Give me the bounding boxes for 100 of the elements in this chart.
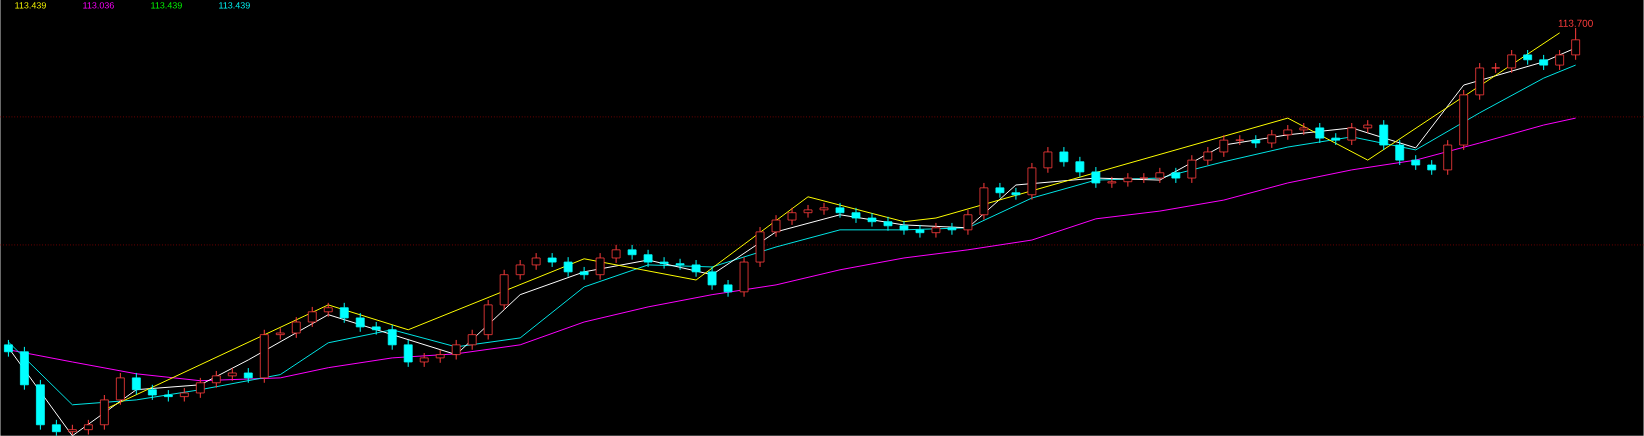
candlestick xyxy=(1267,129,1277,149)
candlestick xyxy=(307,306,317,328)
candlestick xyxy=(355,312,365,333)
candlestick xyxy=(4,339,13,358)
candlestick xyxy=(467,329,477,351)
candlestick xyxy=(1187,154,1197,184)
candlestick xyxy=(1011,187,1021,201)
candlestick xyxy=(20,346,29,391)
candlestick xyxy=(1395,139,1405,166)
candlestick xyxy=(627,244,637,260)
candlestick xyxy=(851,207,861,224)
candlestick xyxy=(1315,122,1325,144)
candlestick xyxy=(1075,156,1085,178)
candlestick xyxy=(739,256,749,298)
candlestick xyxy=(867,212,877,227)
candlestick xyxy=(1459,89,1469,151)
candlestick xyxy=(563,256,573,278)
candlestick xyxy=(691,259,701,278)
candlestick xyxy=(1363,119,1373,134)
candlestick xyxy=(787,207,797,226)
candlestick xyxy=(275,327,285,340)
candlestick xyxy=(595,252,605,280)
candlestick xyxy=(419,352,429,368)
candlestick xyxy=(163,389,173,402)
candlestick xyxy=(115,372,125,406)
candlestick xyxy=(1235,134,1245,146)
candlestick xyxy=(979,182,989,221)
text: 113.036 xyxy=(83,2,114,9)
candlestick xyxy=(515,259,525,280)
candlestick xyxy=(947,222,957,236)
candlestick xyxy=(211,370,221,389)
candlestick xyxy=(723,279,733,298)
candlestick xyxy=(1411,154,1421,171)
candlestick xyxy=(1491,62,1501,74)
candlestick xyxy=(1155,167,1165,184)
candlestick xyxy=(1555,49,1565,71)
candlestick xyxy=(387,324,397,351)
candlestick xyxy=(995,182,1005,198)
candlestick xyxy=(403,339,413,368)
candlestick xyxy=(147,384,157,401)
candlestick xyxy=(755,226,765,268)
candlestick xyxy=(915,224,925,238)
candlestick xyxy=(483,299,493,340)
candlestick xyxy=(803,204,813,218)
candlestick xyxy=(259,329,269,384)
candlestick xyxy=(131,372,141,395)
candlestick xyxy=(227,367,237,382)
candlestick xyxy=(243,367,253,384)
candlestick xyxy=(1443,139,1453,176)
candlestick xyxy=(547,252,557,268)
candlestick xyxy=(1251,134,1261,149)
candlestick xyxy=(1347,122,1357,146)
candlestick xyxy=(339,302,349,324)
candlestick xyxy=(963,209,973,236)
candlestick xyxy=(1203,146,1213,166)
candlestick xyxy=(1139,172,1149,184)
candlestick xyxy=(1027,162,1037,201)
text: 113.439 xyxy=(219,2,250,9)
candlestick xyxy=(611,244,621,264)
candlestick xyxy=(1219,134,1229,158)
candlestick xyxy=(835,202,845,218)
candlestick xyxy=(1379,119,1389,151)
candlestick xyxy=(1507,49,1517,74)
candlestick xyxy=(643,249,653,268)
candlestick xyxy=(579,266,589,280)
candlestick xyxy=(771,214,781,238)
candlestick xyxy=(819,202,829,216)
candlestick xyxy=(1539,54,1549,71)
candlestick xyxy=(1475,62,1485,101)
text: 113.439 xyxy=(15,2,46,9)
candlestick xyxy=(659,256,669,269)
text: 113.439 xyxy=(151,2,182,9)
candlestick xyxy=(931,222,941,238)
candlestick xyxy=(531,252,541,271)
candlestick xyxy=(1059,146,1069,167)
candlestick xyxy=(499,269,509,311)
candlestick xyxy=(451,339,461,360)
candlestick xyxy=(883,216,893,232)
candlestick xyxy=(1091,166,1101,189)
candlestick xyxy=(1571,27,1581,61)
annotation: 113.700 xyxy=(1558,19,1593,27)
candlestick xyxy=(1427,159,1437,176)
candlestick xyxy=(1299,122,1309,136)
candlestick xyxy=(291,316,301,339)
candlestick xyxy=(1331,132,1341,146)
candlestick xyxy=(707,266,717,291)
candlestick xyxy=(435,349,445,364)
candlestick xyxy=(35,379,45,431)
candlestick xyxy=(1171,167,1181,184)
candlestick xyxy=(1043,146,1053,174)
candlestick xyxy=(179,387,189,402)
candlestick xyxy=(99,394,109,431)
candlestick xyxy=(323,302,333,318)
candlestick xyxy=(1283,124,1293,141)
candlestick xyxy=(371,321,381,336)
candlestick xyxy=(1107,176,1117,189)
candlestick xyxy=(675,258,685,271)
candlestick xyxy=(195,377,205,399)
candlestick xyxy=(899,220,909,236)
candlestick xyxy=(1123,172,1133,187)
